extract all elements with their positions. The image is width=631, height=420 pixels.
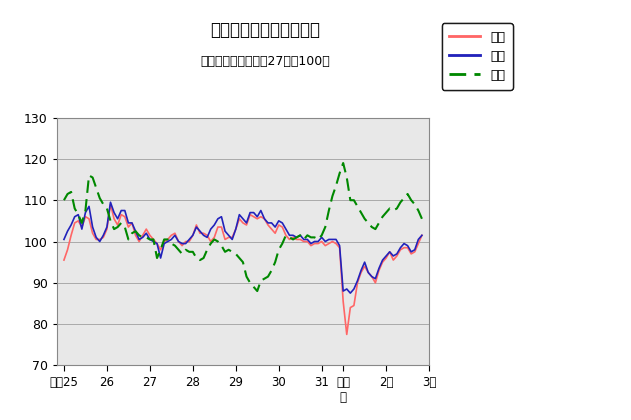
Text: （季節調整済、平成27年＝100）: （季節調整済、平成27年＝100） [200,55,330,68]
Legend: 生産, 出荷, 在庫: 生産, 出荷, 在庫 [442,23,513,89]
Text: 鳥取県鉱工業指数の推移: 鳥取県鉱工業指数の推移 [210,21,320,39]
